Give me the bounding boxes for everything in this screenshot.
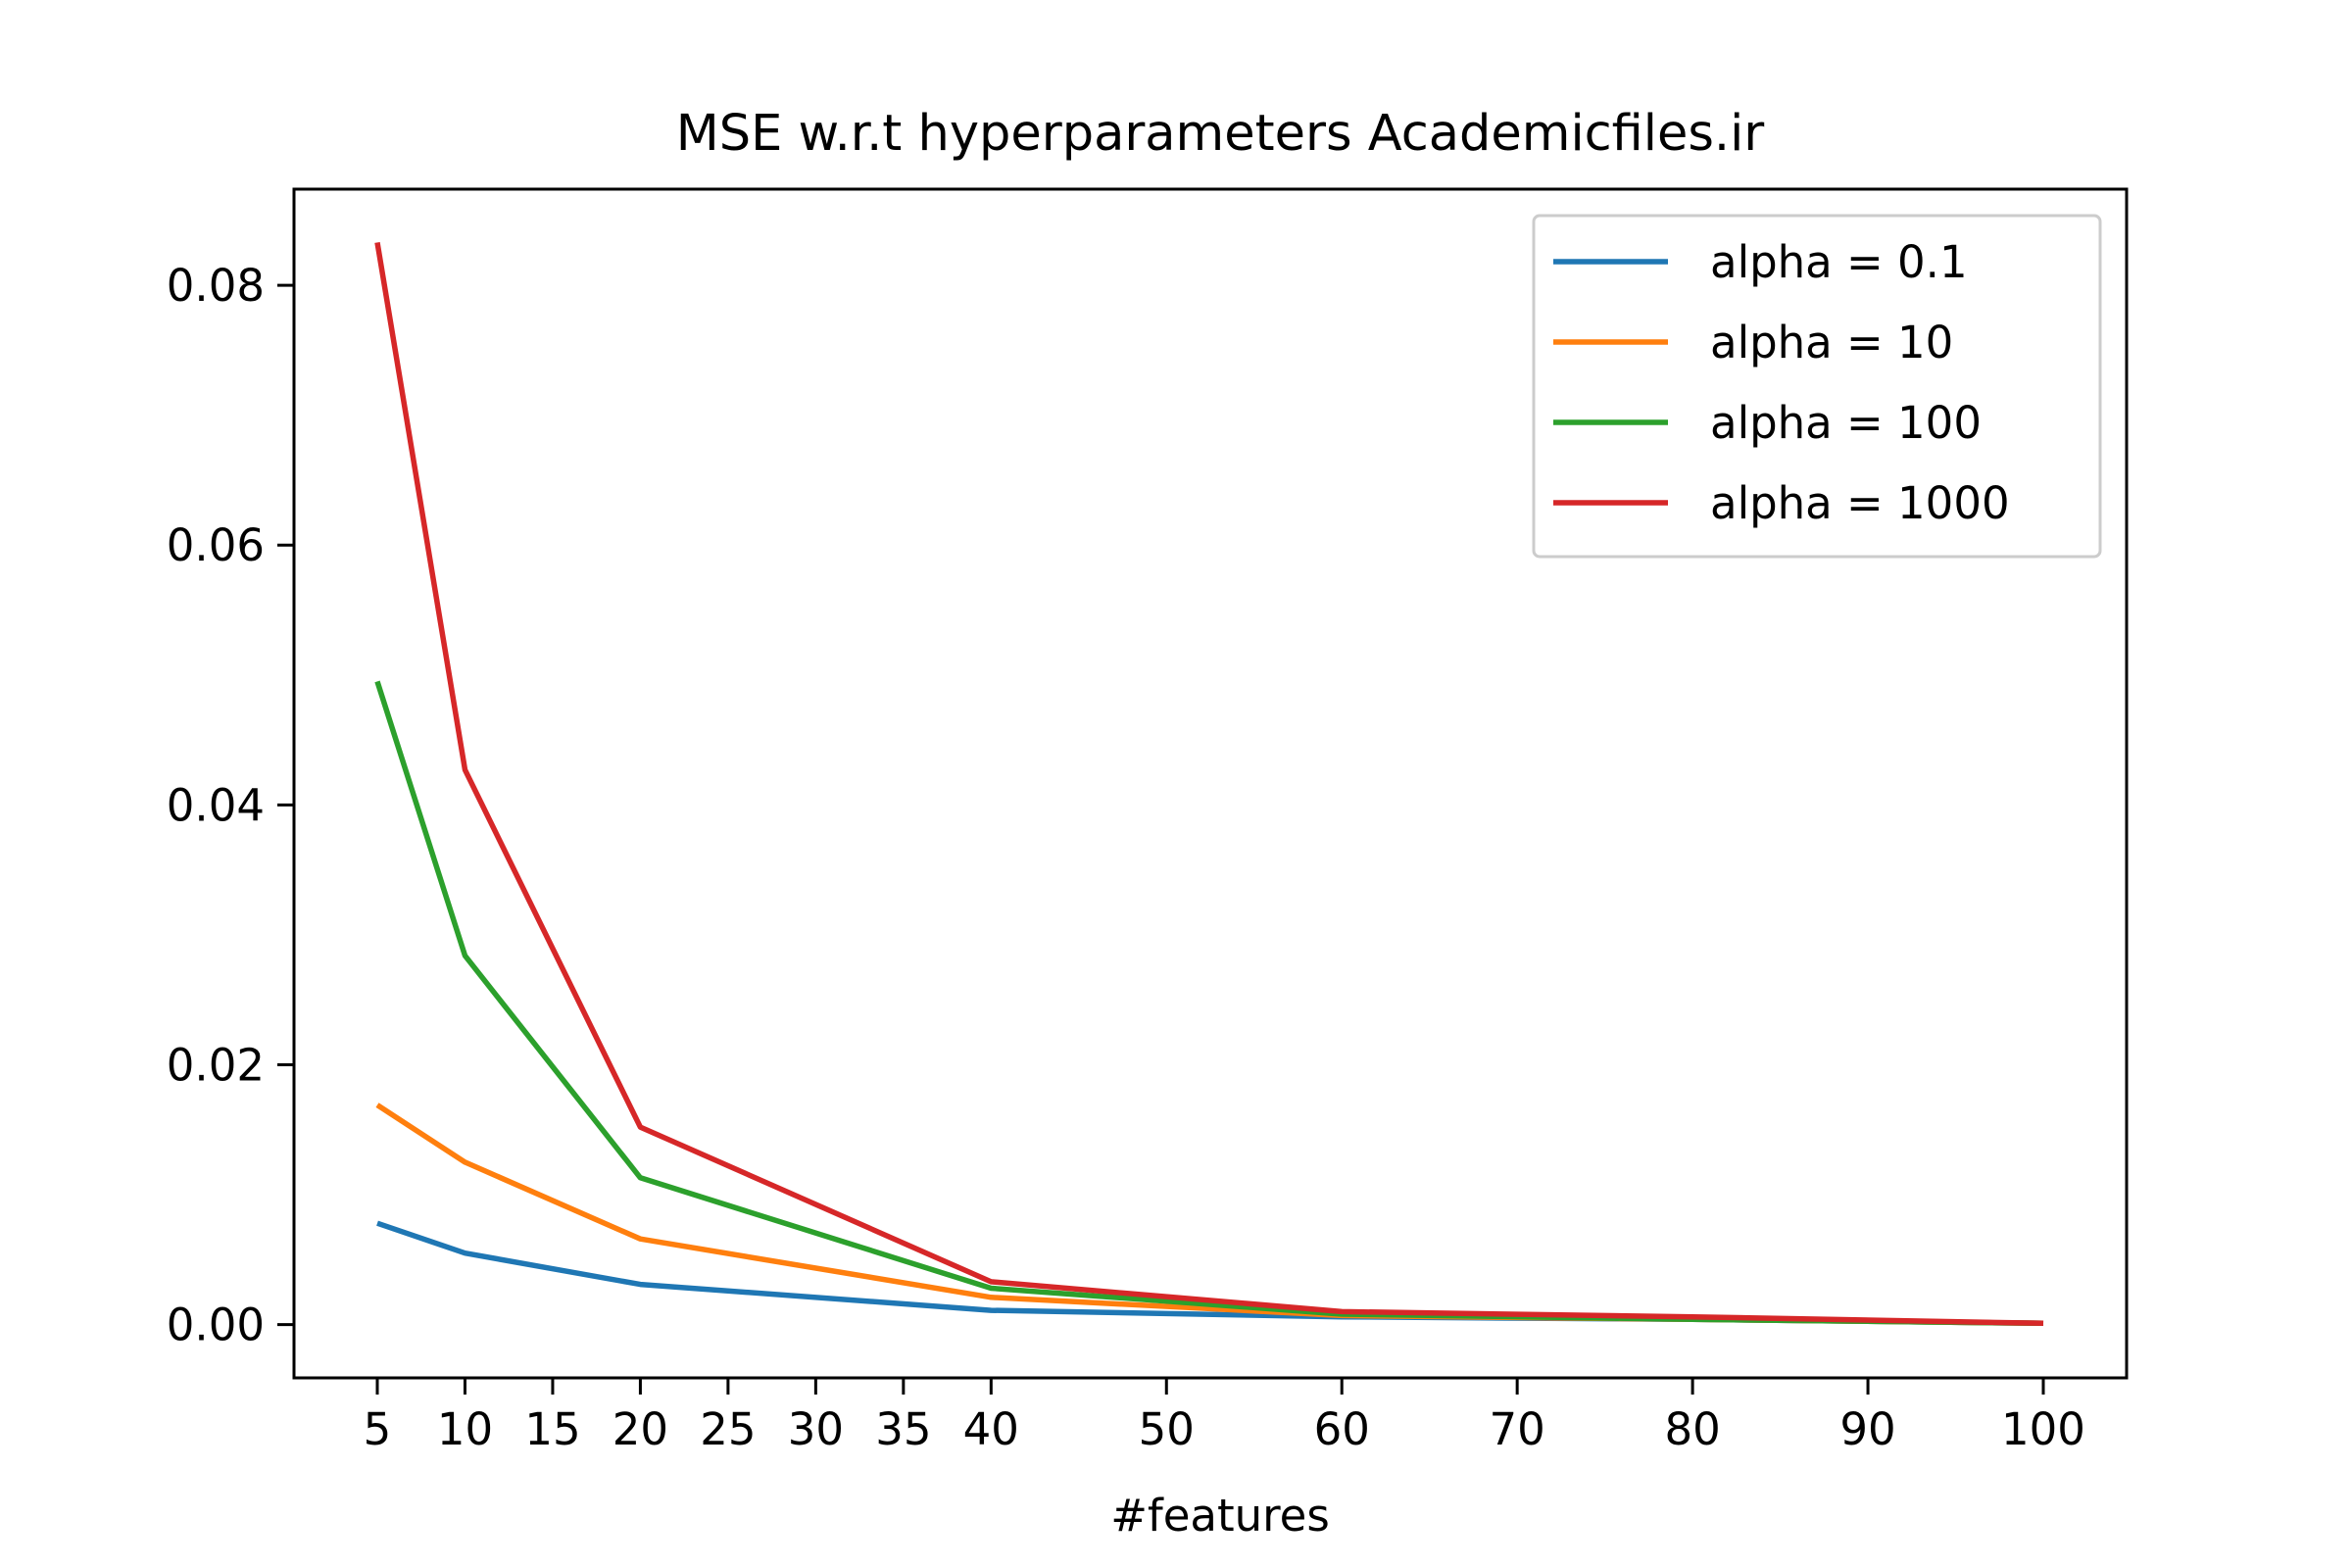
x-tick-label: 35 xyxy=(875,1403,931,1455)
chart-title: MSE w.r.t hyperparameters Academicfiles.… xyxy=(676,105,1765,163)
series-layer xyxy=(374,241,2044,1327)
y-axis: 0.00 0.02 0.04 0.06 0.08 xyxy=(167,260,294,1351)
x-axis-label: #features xyxy=(1110,1490,1330,1542)
x-tick-label: 5 xyxy=(364,1403,392,1455)
x-tick-label: 15 xyxy=(524,1403,580,1455)
x-tick-label: 70 xyxy=(1490,1403,1545,1455)
legend-label: alpha = 1000 xyxy=(1710,477,2010,529)
legend-box xyxy=(1532,214,2102,559)
x-axis: 5 10 15 20 25 30 35 40 50 60 70 80 90 100 xyxy=(364,1378,2085,1455)
plot-frame xyxy=(292,187,2129,1380)
x-tick-label: 40 xyxy=(963,1403,1019,1455)
y-tick-label: 0.04 xyxy=(167,779,265,831)
x-tick-label: 10 xyxy=(437,1403,493,1455)
legend-label: alpha = 0.1 xyxy=(1710,236,1968,288)
x-tick-label: 25 xyxy=(700,1403,756,1455)
legend: alpha = 0.1 alpha = 10 alpha = 100 alpha = … xyxy=(1532,214,2102,559)
series-line-3 xyxy=(374,680,2044,1327)
y-tick-label: 0.08 xyxy=(167,260,265,312)
x-tick-label: 20 xyxy=(612,1403,668,1455)
y-tick-label: 0.02 xyxy=(167,1040,265,1092)
y-tick-label: 0.00 xyxy=(167,1299,265,1351)
legend-label: alpha = 10 xyxy=(1710,317,1953,368)
y-tick-label: 0.06 xyxy=(167,519,265,571)
x-tick-label: 60 xyxy=(1314,1403,1370,1455)
legend-label: alpha = 100 xyxy=(1710,397,1982,449)
x-tick-label: 30 xyxy=(788,1403,844,1455)
x-tick-label: 80 xyxy=(1664,1403,1720,1455)
series-line-4 xyxy=(374,241,2044,1327)
x-tick-label: 50 xyxy=(1139,1403,1195,1455)
x-tick-label: 90 xyxy=(1839,1403,1895,1455)
series-line-2 xyxy=(375,1102,2044,1327)
x-tick-label: 100 xyxy=(2001,1403,2085,1455)
